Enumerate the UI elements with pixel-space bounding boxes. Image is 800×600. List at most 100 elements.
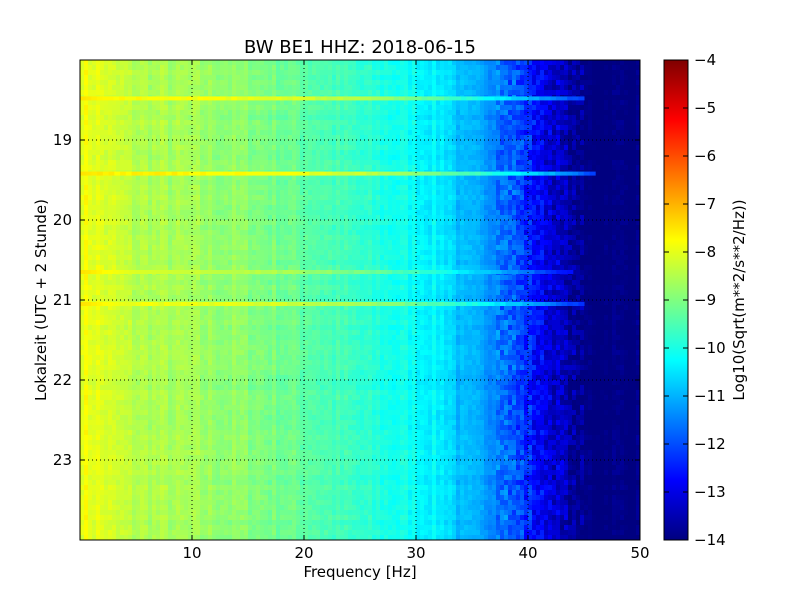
heatmap-cell: [156, 225, 161, 231]
heatmap-cell: [168, 105, 173, 111]
heatmap-cell: [156, 215, 161, 221]
heatmap-cell: [568, 200, 573, 206]
heatmap-cell: [264, 140, 269, 146]
heatmap-cell: [92, 140, 97, 146]
heatmap-cell: [120, 230, 125, 236]
heatmap-cell: [364, 230, 369, 236]
heatmap-cell: [272, 150, 277, 156]
heatmap-cell: [220, 150, 225, 156]
heatmap-cell: [124, 140, 129, 146]
heatmap-cell: [268, 185, 273, 191]
heatmap-cell: [184, 210, 189, 216]
heatmap-cell: [472, 120, 477, 126]
heatmap-cell: [228, 230, 233, 236]
heatmap-cell: [192, 195, 197, 201]
heatmap-cell: [244, 195, 249, 201]
heatmap-cell: [512, 130, 517, 136]
heatmap-cell: [476, 160, 481, 166]
heatmap-cell: [140, 175, 145, 181]
heatmap-cell: [360, 135, 365, 141]
heatmap-cell: [428, 155, 433, 161]
heatmap-cell: [616, 230, 621, 236]
heatmap-cell: [448, 145, 453, 151]
heatmap-cell: [552, 215, 557, 221]
heatmap-cell: [524, 150, 529, 156]
heatmap-cell: [636, 160, 640, 166]
heatmap-cell: [636, 190, 640, 196]
heatmap-cell: [292, 65, 297, 71]
heatmap-cell: [428, 70, 433, 76]
heatmap-cell: [604, 190, 609, 196]
heatmap-cell: [608, 190, 613, 196]
heatmap-cell: [536, 130, 541, 136]
heatmap-cell: [620, 140, 625, 146]
heatmap-cell: [484, 230, 489, 236]
heatmap-cell: [108, 160, 113, 166]
heatmap-cell: [236, 220, 241, 226]
heatmap-cell: [424, 185, 429, 191]
heatmap-cell: [96, 90, 101, 96]
heatmap-cell: [628, 220, 633, 226]
heatmap-cell: [528, 160, 533, 166]
heatmap-cell: [596, 225, 601, 231]
heatmap-cell: [608, 145, 613, 151]
heatmap-cell: [488, 220, 493, 226]
heatmap-cell: [440, 70, 445, 76]
heatmap-cell: [456, 110, 461, 116]
heatmap-cell: [328, 180, 333, 186]
heatmap-cell: [384, 75, 389, 81]
heatmap-cell: [540, 140, 545, 146]
heatmap-cell: [352, 180, 357, 186]
heatmap-cell: [488, 195, 493, 201]
heatmap-cell: [264, 85, 269, 91]
heatmap-cell: [360, 160, 365, 166]
heatmap-cell: [584, 85, 589, 91]
heatmap-cell: [112, 135, 117, 141]
heatmap-cell: [220, 195, 225, 201]
heatmap-cell: [412, 125, 417, 131]
heatmap-cell: [140, 65, 145, 71]
heatmap-cell: [208, 140, 213, 146]
heatmap-cell: [596, 65, 601, 71]
heatmap-cell: [624, 105, 629, 111]
heatmap-cell: [488, 110, 493, 116]
heatmap-cell: [480, 115, 485, 121]
heatmap-cell: [448, 135, 453, 141]
heatmap-cell: [436, 135, 441, 141]
heatmap-cell: [616, 205, 621, 211]
heatmap-cell: [604, 85, 609, 91]
heatmap-cell: [600, 195, 605, 201]
heatmap-cell: [268, 140, 273, 146]
heatmap-cell: [320, 115, 325, 121]
heatmap-cell: [316, 160, 321, 166]
heatmap-cell: [320, 135, 325, 141]
heatmap-cell: [352, 75, 357, 81]
heatmap-cell: [256, 115, 261, 121]
heatmap-cell: [596, 140, 601, 146]
heatmap-cell: [608, 110, 613, 116]
heatmap-cell: [384, 140, 389, 146]
heatmap-cell: [236, 150, 241, 156]
heatmap-cell: [468, 130, 473, 136]
heatmap-cell: [324, 65, 329, 71]
heatmap-cell: [296, 235, 301, 241]
heatmap-cell: [184, 150, 189, 156]
heatmap-cell: [184, 80, 189, 86]
heatmap-cell: [628, 65, 633, 71]
heatmap-cell: [236, 90, 241, 96]
heatmap-cell: [116, 190, 121, 196]
heatmap-cell: [608, 220, 613, 226]
heatmap-cell: [440, 165, 445, 171]
heatmap-cell: [84, 215, 89, 221]
heatmap-cell: [268, 130, 273, 136]
heatmap-cell: [276, 215, 281, 221]
heatmap-cell: [132, 145, 137, 151]
heatmap-cell: [612, 75, 617, 81]
heatmap-cell: [376, 185, 381, 191]
heatmap-cell: [540, 90, 545, 96]
heatmap-cell: [292, 120, 297, 126]
heatmap-cell: [284, 175, 289, 181]
heatmap-cell: [396, 135, 401, 141]
heatmap-cell: [492, 80, 497, 86]
heatmap-cell: [608, 160, 613, 166]
